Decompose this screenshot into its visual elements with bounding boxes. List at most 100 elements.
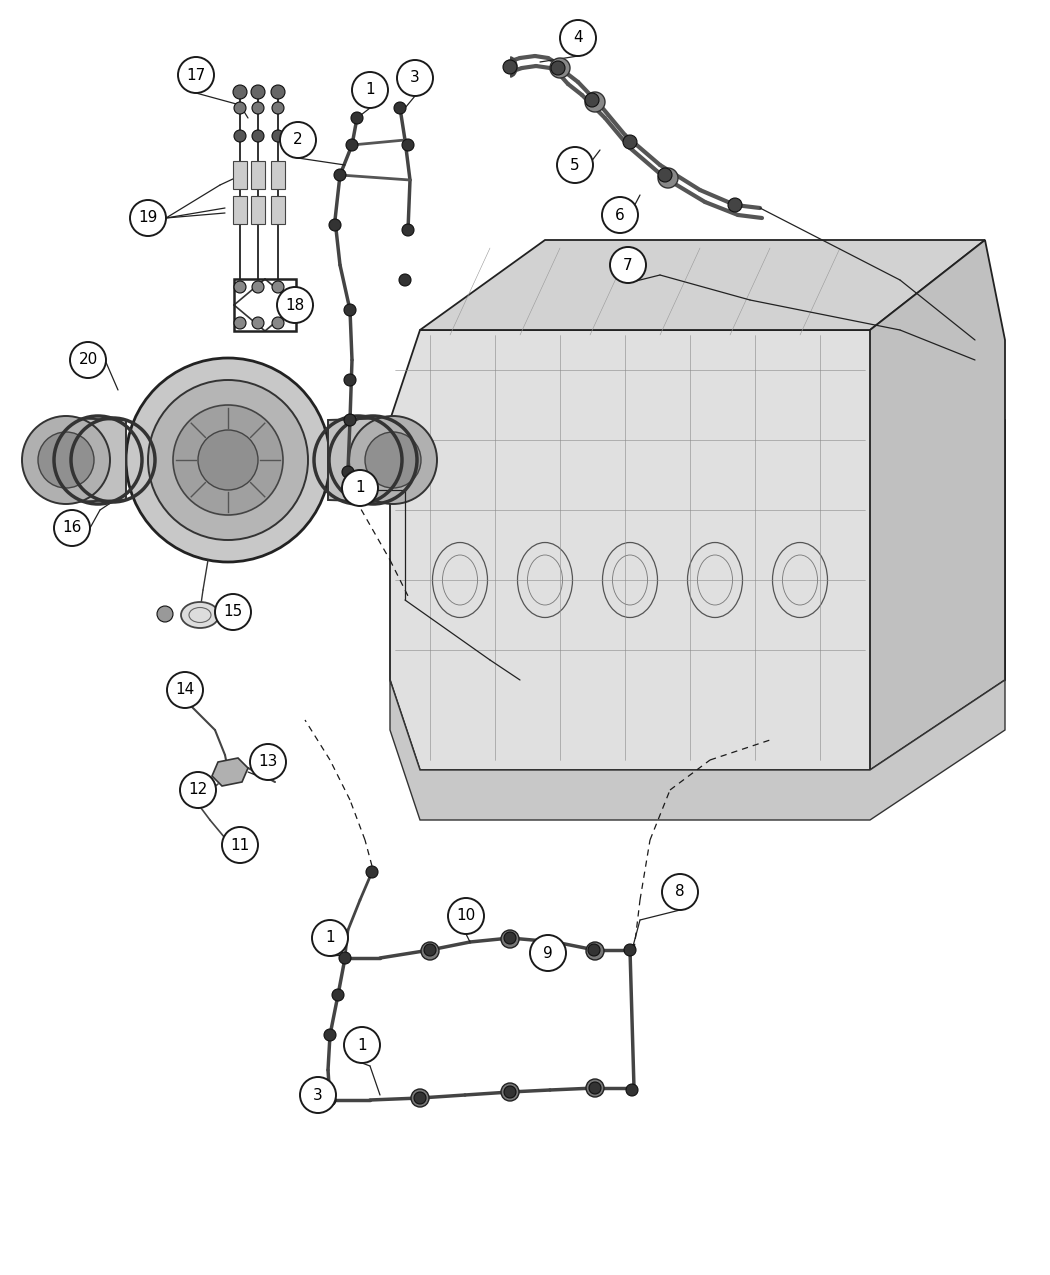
Text: 1: 1 bbox=[355, 481, 364, 496]
Circle shape bbox=[70, 342, 106, 377]
Circle shape bbox=[252, 102, 264, 113]
Circle shape bbox=[344, 303, 356, 316]
Circle shape bbox=[332, 989, 344, 1001]
Ellipse shape bbox=[181, 602, 219, 629]
Circle shape bbox=[251, 85, 265, 99]
Circle shape bbox=[234, 102, 246, 113]
Text: 12: 12 bbox=[188, 783, 208, 797]
Circle shape bbox=[448, 898, 484, 935]
Circle shape bbox=[339, 952, 351, 964]
Circle shape bbox=[411, 1089, 429, 1107]
Circle shape bbox=[272, 317, 284, 329]
Circle shape bbox=[346, 139, 358, 150]
Circle shape bbox=[334, 170, 346, 181]
Circle shape bbox=[503, 60, 517, 74]
Circle shape bbox=[130, 200, 166, 236]
Text: 13: 13 bbox=[258, 755, 277, 770]
Text: 8: 8 bbox=[675, 885, 685, 899]
Circle shape bbox=[173, 405, 284, 515]
Circle shape bbox=[158, 606, 173, 622]
Text: 6: 6 bbox=[615, 208, 625, 223]
Circle shape bbox=[272, 130, 284, 142]
Text: 17: 17 bbox=[187, 68, 206, 83]
Circle shape bbox=[344, 414, 356, 426]
Circle shape bbox=[399, 274, 411, 286]
Text: 15: 15 bbox=[224, 604, 243, 620]
Circle shape bbox=[252, 130, 264, 142]
Polygon shape bbox=[233, 196, 247, 224]
Circle shape bbox=[280, 122, 316, 158]
Polygon shape bbox=[420, 240, 985, 330]
Circle shape bbox=[728, 198, 742, 212]
Text: 10: 10 bbox=[457, 909, 476, 923]
Circle shape bbox=[585, 93, 598, 107]
Circle shape bbox=[602, 198, 638, 233]
Circle shape bbox=[402, 139, 414, 150]
Circle shape bbox=[252, 280, 264, 293]
Polygon shape bbox=[66, 418, 126, 502]
Circle shape bbox=[586, 942, 604, 960]
Polygon shape bbox=[390, 680, 1005, 820]
Circle shape bbox=[424, 944, 436, 956]
Text: 1: 1 bbox=[326, 931, 335, 946]
Circle shape bbox=[126, 358, 330, 562]
Circle shape bbox=[365, 432, 421, 488]
Text: 3: 3 bbox=[313, 1088, 323, 1103]
Polygon shape bbox=[251, 161, 265, 189]
Circle shape bbox=[352, 71, 388, 108]
Text: 11: 11 bbox=[230, 838, 250, 853]
Text: 7: 7 bbox=[624, 258, 633, 273]
Text: 14: 14 bbox=[175, 682, 194, 697]
Circle shape bbox=[234, 280, 246, 293]
Polygon shape bbox=[233, 161, 247, 189]
Circle shape bbox=[178, 57, 214, 93]
Circle shape bbox=[504, 932, 516, 944]
Polygon shape bbox=[870, 240, 1005, 770]
Text: 1: 1 bbox=[365, 83, 375, 97]
Circle shape bbox=[272, 280, 284, 293]
Text: 5: 5 bbox=[570, 158, 580, 172]
Text: 3: 3 bbox=[411, 70, 420, 85]
Circle shape bbox=[222, 827, 258, 863]
Circle shape bbox=[22, 416, 110, 504]
Circle shape bbox=[586, 1079, 604, 1096]
Circle shape bbox=[342, 465, 354, 478]
Circle shape bbox=[351, 112, 363, 124]
Polygon shape bbox=[251, 196, 265, 224]
Circle shape bbox=[54, 510, 90, 546]
Circle shape bbox=[504, 1086, 516, 1098]
Polygon shape bbox=[328, 418, 393, 502]
Circle shape bbox=[277, 287, 313, 323]
Polygon shape bbox=[271, 161, 285, 189]
Circle shape bbox=[402, 224, 414, 236]
Text: 19: 19 bbox=[139, 210, 157, 226]
Text: 2: 2 bbox=[293, 133, 302, 148]
Text: 18: 18 bbox=[286, 297, 304, 312]
Circle shape bbox=[300, 1077, 336, 1113]
Circle shape bbox=[233, 85, 247, 99]
Circle shape bbox=[234, 317, 246, 329]
Circle shape bbox=[271, 85, 285, 99]
Circle shape bbox=[324, 1094, 336, 1105]
Polygon shape bbox=[390, 330, 1005, 770]
Circle shape bbox=[588, 944, 600, 956]
Circle shape bbox=[550, 57, 570, 78]
Circle shape bbox=[167, 672, 203, 708]
Circle shape bbox=[231, 842, 245, 856]
Circle shape bbox=[585, 92, 605, 112]
Circle shape bbox=[658, 168, 672, 182]
Circle shape bbox=[191, 785, 205, 799]
Circle shape bbox=[662, 873, 698, 910]
Circle shape bbox=[366, 866, 378, 878]
Circle shape bbox=[312, 921, 348, 956]
Circle shape bbox=[324, 1029, 336, 1040]
Circle shape bbox=[501, 1082, 519, 1102]
Circle shape bbox=[344, 1026, 380, 1063]
Circle shape bbox=[414, 1091, 426, 1104]
Circle shape bbox=[623, 135, 637, 149]
Circle shape bbox=[198, 430, 258, 490]
Polygon shape bbox=[271, 196, 285, 224]
Polygon shape bbox=[212, 759, 248, 785]
Text: 20: 20 bbox=[79, 352, 98, 367]
Circle shape bbox=[530, 935, 566, 972]
